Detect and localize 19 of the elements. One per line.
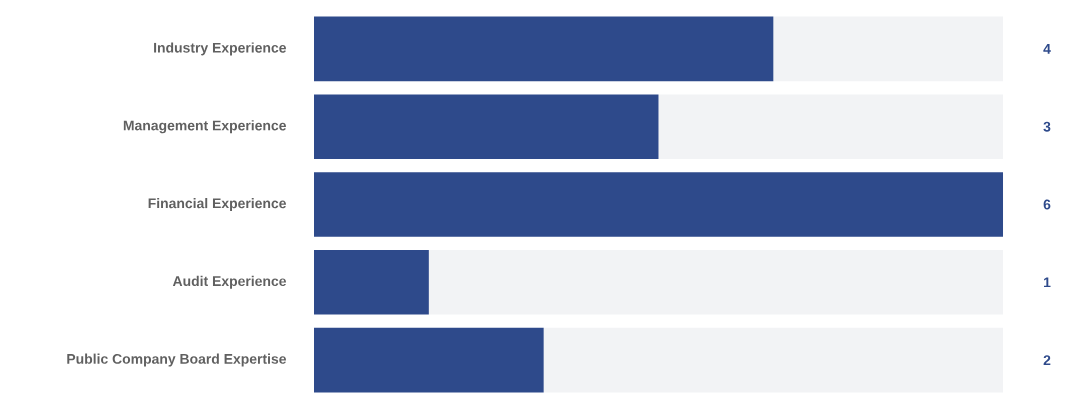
y-tick-label: Audit Experience [172, 275, 286, 289]
bar [658, 94, 1004, 159]
y-tick-label: Public Company Board Expertise [67, 353, 286, 367]
y-tick-label: Financial Experience [148, 198, 286, 211]
bar [314, 172, 1004, 237]
data-label: 1 [1044, 277, 1051, 288]
bar [773, 16, 1004, 82]
bar [428, 250, 1004, 315]
bar [314, 327, 544, 393]
data-label: 2 [1043, 355, 1051, 365]
y-tick-label: Management Experience [123, 120, 286, 134]
data-label: 4 [1043, 44, 1051, 54]
bar [314, 16, 774, 82]
data-label: 6 [1043, 199, 1051, 210]
bar [314, 94, 659, 159]
y-tick-label: Industry Experience [154, 42, 286, 56]
data-label: 3 [1043, 121, 1051, 132]
bar [314, 250, 429, 315]
bar [543, 327, 1004, 393]
